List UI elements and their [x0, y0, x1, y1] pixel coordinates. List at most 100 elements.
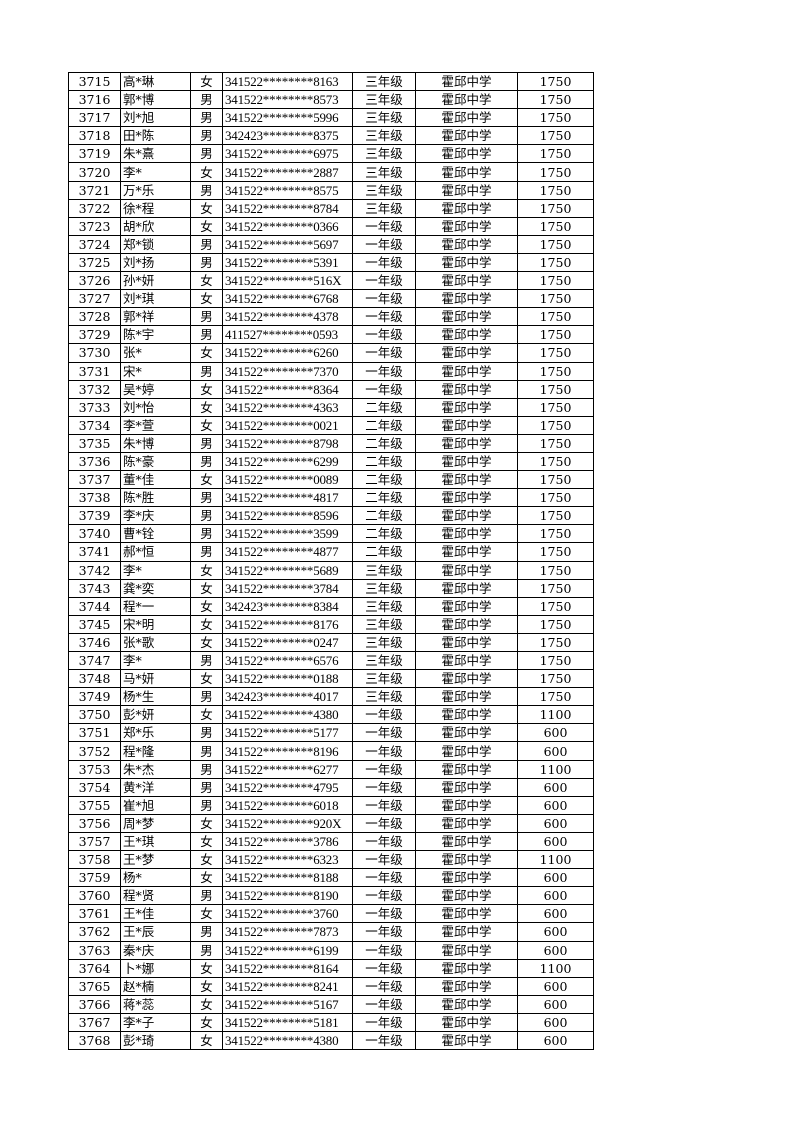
amount-cell: 600: [517, 904, 594, 924]
gender-cell: 男: [190, 777, 223, 797]
row-number-cell: 3740: [68, 524, 121, 544]
amount-cell: 1100: [517, 850, 594, 870]
amount-cell: 1750: [517, 687, 594, 707]
row-number-cell: 3758: [68, 850, 121, 870]
school-cell: 霍邱中学: [415, 723, 518, 743]
id-number-cell: 341522********6199: [222, 940, 353, 960]
grade-cell: 一年级: [352, 940, 416, 960]
amount-cell: 1750: [517, 397, 594, 417]
grade-cell: 一年级: [352, 1012, 416, 1032]
grade-cell: 二年级: [352, 397, 416, 417]
gender-cell: 女: [190, 71, 223, 92]
amount-cell: 1750: [517, 162, 594, 182]
gender-cell: 男: [190, 108, 223, 128]
gender-cell: 男: [190, 325, 223, 345]
gender-cell: 男: [190, 650, 223, 671]
amount-cell: 1750: [517, 669, 594, 689]
id-number-cell: 341522********4363: [222, 397, 353, 417]
id-number-cell: 341522********5177: [222, 723, 353, 743]
table-row: 3722 徐*程女 341522********8784 三年级 霍邱中学 1750: [68, 198, 594, 218]
school-cell: 霍邱中学: [415, 578, 518, 598]
table-row: 3730 张* 女 341522********6260 一年级 霍邱中学 1750: [68, 343, 594, 363]
table-row: 3715 高*琳女 341522********8163 三年级 霍邱中学 1750: [68, 71, 594, 92]
amount-cell: 1750: [517, 470, 594, 490]
student-name-cell: 李*庆: [120, 506, 191, 526]
row-number-cell: 3717: [68, 108, 121, 128]
amount-cell: 600: [517, 1030, 594, 1051]
id-number-cell: 411527********0593: [222, 325, 353, 345]
id-number-cell: 341522********4877: [222, 542, 353, 562]
amount-cell: 1750: [517, 578, 594, 598]
student-name-cell: 张*歌: [120, 632, 191, 653]
id-number-cell: 341522********8176: [222, 614, 353, 634]
school-cell: 霍邱中学: [415, 325, 518, 345]
table-row: 3737 董*佳女 341522********0089 二年级 霍邱中学 1750: [68, 470, 594, 490]
table-body: 3715 高*琳女 341522********8163 三年级 霍邱中学 1750 371…: [68, 71, 594, 1051]
id-number-cell: 341522********5697: [222, 234, 353, 254]
student-name-cell: 彭*琦: [120, 1030, 191, 1051]
grade-cell: 一年级: [352, 723, 416, 743]
row-number-cell: 3725: [68, 252, 121, 273]
gender-cell: 女: [190, 1030, 223, 1051]
amount-cell: 1100: [517, 958, 594, 978]
gender-cell: 女: [190, 976, 223, 996]
id-number-cell: 341522********8163: [222, 71, 353, 92]
amount-cell: 600: [517, 868, 594, 888]
row-number-cell: 3735: [68, 433, 121, 453]
gender-cell: 男: [190, 687, 223, 707]
grade-cell: 一年级: [352, 759, 416, 779]
row-number-cell: 3746: [68, 632, 121, 653]
school-cell: 霍邱中学: [415, 234, 518, 254]
gender-cell: 女: [190, 415, 223, 435]
grade-cell: 一年级: [352, 795, 416, 815]
table-row: 3732 吴*婷女 341522********8364 一年级 霍邱中学 1750: [68, 379, 594, 399]
row-number-cell: 3765: [68, 976, 121, 996]
amount-cell: 1750: [517, 596, 594, 616]
amount-cell: 1750: [517, 343, 594, 363]
row-number-cell: 3751: [68, 723, 121, 743]
school-cell: 霍邱中学: [415, 994, 518, 1014]
student-name-cell: 郭*祥: [120, 307, 191, 327]
gender-cell: 男: [190, 741, 223, 761]
student-name-cell: 孙*妍: [120, 271, 191, 291]
student-name-cell: 彭*妍: [120, 705, 191, 725]
id-number-cell: 341522********0366: [222, 216, 353, 236]
row-number-cell: 3759: [68, 868, 121, 888]
school-cell: 霍邱中学: [415, 632, 518, 653]
student-name-cell: 李*萱: [120, 415, 191, 435]
id-number-cell: 341522********3599: [222, 524, 353, 544]
amount-cell: 1750: [517, 632, 594, 653]
school-cell: 霍邱中学: [415, 614, 518, 634]
school-cell: 霍邱中学: [415, 216, 518, 236]
table-row: 3763 秦*庆男 341522********6199 一年级 霍邱中学 600: [68, 940, 594, 960]
id-number-cell: 341522********5181: [222, 1012, 353, 1032]
row-number-cell: 3743: [68, 578, 121, 598]
gender-cell: 男: [190, 144, 223, 164]
amount-cell: 600: [517, 976, 594, 996]
row-number-cell: 3766: [68, 994, 121, 1014]
amount-cell: 1750: [517, 180, 594, 200]
student-name-cell: 董*佳: [120, 470, 191, 490]
gender-cell: 女: [190, 831, 223, 852]
grade-cell: 一年级: [352, 741, 416, 761]
grade-cell: 一年级: [352, 343, 416, 363]
student-name-cell: 曹*铨: [120, 524, 191, 544]
gender-cell: 女: [190, 1012, 223, 1032]
gender-cell: 男: [190, 759, 223, 779]
table-row: 3729 陈*宇男 411527********0593 一年级 霍邱中学 1750: [68, 325, 594, 345]
table-row: 3747 李* 男 341522********6576 三年级 霍邱中学 1750: [68, 650, 594, 671]
gender-cell: 女: [190, 397, 223, 417]
row-number-cell: 3756: [68, 813, 121, 833]
student-name-cell: 刘*琪: [120, 289, 191, 309]
school-cell: 霍邱中学: [415, 162, 518, 182]
amount-cell: 1750: [517, 71, 594, 92]
school-cell: 霍邱中学: [415, 524, 518, 544]
grade-cell: 一年级: [352, 216, 416, 236]
id-number-cell: 341522********5996: [222, 108, 353, 128]
grade-cell: 一年级: [352, 886, 416, 906]
school-cell: 霍邱中学: [415, 506, 518, 526]
gender-cell: 女: [190, 904, 223, 924]
id-number-cell: 341522********4380: [222, 1030, 353, 1051]
row-number-cell: 3736: [68, 451, 121, 472]
grade-cell: 三年级: [352, 596, 416, 616]
